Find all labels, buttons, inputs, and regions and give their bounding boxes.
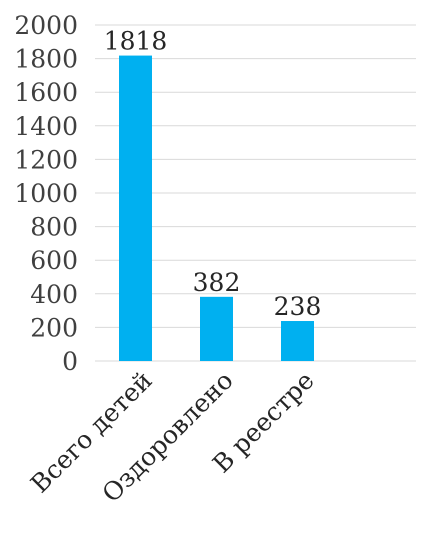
data-label: 1818 [104,27,168,56]
y-tick-label: 600 [30,246,78,275]
bar [119,55,152,362]
y-tick-label: 1200 [14,145,78,174]
y-axis-tick-labels: 0 200 400 600 800 1000 1200 1400 1600 1800 2000 [14,11,78,376]
data-labels: 1818 382 238 [104,27,322,321]
y-tick-label: 400 [30,280,78,309]
y-tick-label: 800 [30,213,78,242]
bar [200,296,233,361]
y-tick-label: 1600 [14,78,78,107]
data-label: 238 [274,292,322,321]
y-tick-label: 0 [62,347,78,376]
y-tick-label: 2000 [14,11,78,40]
y-tick-label: 200 [30,313,78,342]
bars [119,55,314,362]
y-tick-label: 1400 [14,112,78,141]
y-tick-label: 1000 [14,179,78,208]
y-tick-label: 1800 [14,45,78,74]
data-label: 382 [193,268,241,297]
bar [281,321,314,361]
